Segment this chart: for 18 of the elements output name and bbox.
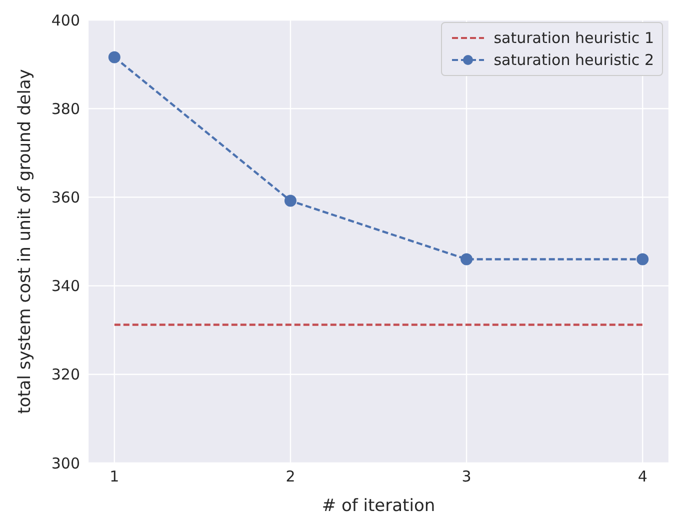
- y-tick-label: 380: [51, 100, 80, 118]
- point: [108, 51, 120, 64]
- x-tick-label: 4: [638, 468, 648, 486]
- y-axis-title: total system cost in unit of ground delay: [15, 69, 36, 414]
- x-axis-title: # of iteration: [322, 496, 436, 516]
- point: [284, 194, 296, 207]
- y-tick-label: 360: [51, 188, 80, 207]
- point: [636, 253, 649, 266]
- x-tick-label: 3: [462, 468, 472, 486]
- legend-label: saturation heuristic 2: [494, 51, 654, 69]
- y-tick-label: 400: [51, 11, 80, 30]
- y-tick-label: 320: [51, 366, 80, 384]
- x-tick-label: 1: [110, 468, 120, 486]
- point: [460, 253, 473, 266]
- x-tick-label: 2: [286, 468, 296, 486]
- legend-label: saturation heuristic 1: [494, 29, 654, 47]
- y-tick-label: 340: [51, 277, 80, 296]
- y-tick-label: 300: [51, 454, 80, 472]
